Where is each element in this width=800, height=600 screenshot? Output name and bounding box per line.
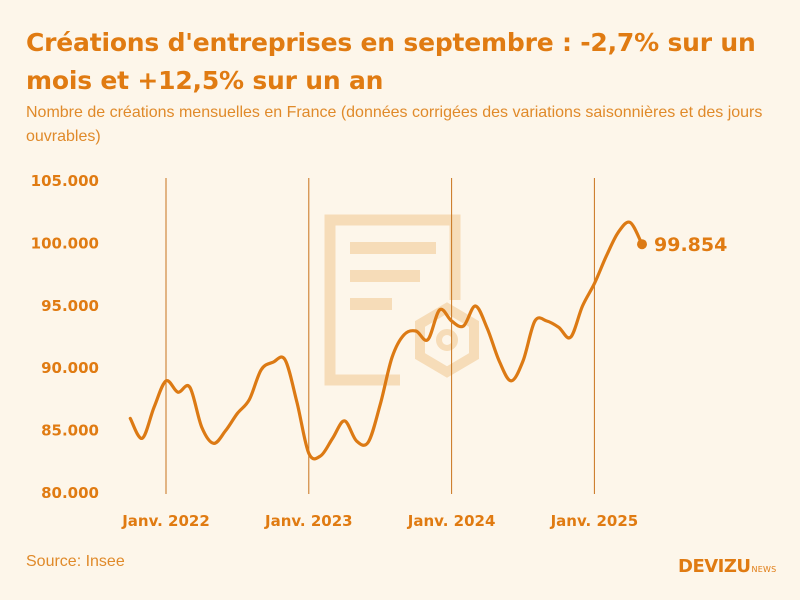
y-tick-label: 85.000 <box>41 422 99 440</box>
end-value-label: 99.854 <box>654 234 727 256</box>
x-tick-label: Janv. 2025 <box>550 512 639 530</box>
devizu-logo: DEVIZUNEWS <box>678 556 776 577</box>
y-tick-label: 90.000 <box>41 359 99 377</box>
watermark-icon <box>324 214 479 386</box>
watermark-document-outline <box>324 214 461 386</box>
logo-sub: NEWS <box>751 565 777 574</box>
x-tick-label: Janv. 2023 <box>264 512 353 530</box>
y-tick-label: 105.000 <box>31 172 99 190</box>
series-end-point <box>637 239 647 250</box>
watermark-hexagon <box>415 302 479 378</box>
chart-subtitle: Nombre de créations mensuelles en France… <box>26 104 763 145</box>
watermark-hexagon-hole <box>436 329 458 351</box>
y-tick-label: 95.000 <box>41 297 99 315</box>
series-line <box>128 220 644 461</box>
x-tick-label: Janv. 2024 <box>407 512 496 530</box>
chart-title: Créations d'entreprises en septembre : -… <box>26 28 756 95</box>
y-tick-label: 100.000 <box>31 234 99 252</box>
y-tick-label: 80.000 <box>41 484 99 502</box>
source-note: Source: Insee <box>26 553 125 570</box>
x-tick-label: Janv. 2022 <box>121 512 210 530</box>
logo-brand: DEVIZU <box>678 556 751 577</box>
